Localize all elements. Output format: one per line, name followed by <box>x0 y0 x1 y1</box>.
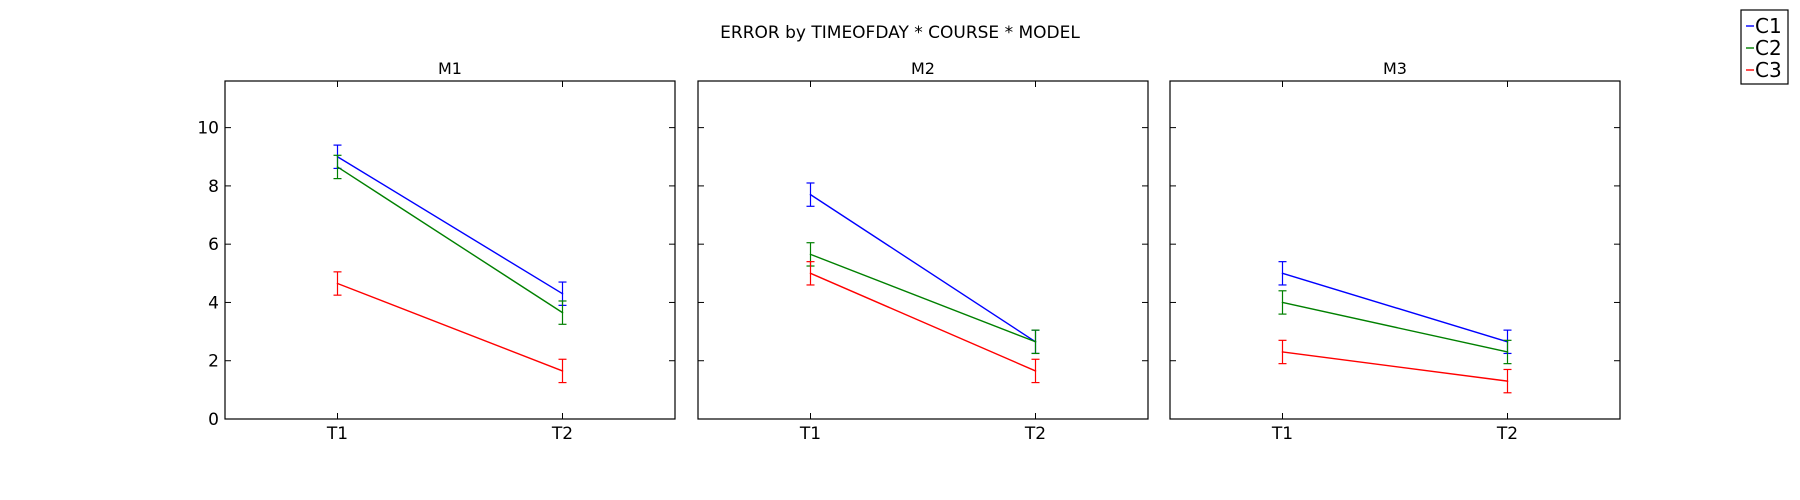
y-tick-label: 8 <box>208 177 219 197</box>
data-point <box>1034 340 1037 343</box>
legend-label-c3: C3 <box>1755 58 1782 82</box>
data-point <box>809 193 812 196</box>
series-line-c3 <box>810 272 1036 372</box>
data-point <box>809 253 812 256</box>
series-line-c2 <box>810 253 1036 343</box>
data-point <box>1506 351 1509 353</box>
x-tick-label: T1 <box>1271 424 1293 444</box>
x-tick-label: T2 <box>1024 424 1046 444</box>
data-point <box>336 282 339 285</box>
plot-frame <box>224 80 676 420</box>
panel-m1: M1 0 2 4 6 8 10 T1 T2 <box>197 59 676 444</box>
x-tick-label: T2 <box>1496 424 1518 444</box>
data-point <box>1506 380 1509 382</box>
data-point <box>1281 301 1284 304</box>
data-point <box>336 166 339 168</box>
panel-m2: M2 T1 T2 <box>697 59 1149 444</box>
y-tick-label: 6 <box>208 235 219 255</box>
series-line-c2 <box>337 166 563 314</box>
data-point <box>561 292 564 295</box>
series-line-c1 <box>1282 272 1508 343</box>
panels: M1 0 2 4 6 8 10 T1 T2 M2 T1 T2 M3 T1 T2 <box>197 59 1621 444</box>
series-line-c3 <box>337 282 563 372</box>
data-point <box>809 272 812 275</box>
data-point <box>561 370 564 372</box>
x-tick-label: T1 <box>799 424 821 444</box>
series-line-c1 <box>337 156 563 295</box>
series-line-c3 <box>1282 351 1508 382</box>
y-tick-label: 4 <box>208 293 219 313</box>
series-line-c1 <box>810 194 1036 343</box>
panel-title: M3 <box>1383 59 1407 78</box>
y-tick-label: 10 <box>197 119 219 139</box>
x-tick-label: T2 <box>551 424 573 444</box>
panel-title: M2 <box>911 59 935 78</box>
data-point <box>1034 370 1037 372</box>
y-tick-label: 0 <box>208 410 219 430</box>
figure-title: ERROR by TIMEOFDAY * COURSE * MODEL <box>720 23 1080 43</box>
plot-frame <box>1169 80 1621 420</box>
legend-box <box>1740 9 1789 85</box>
panel-m3: M3 T1 T2 <box>1169 59 1621 444</box>
plot-frame <box>697 80 1149 420</box>
data-point <box>1281 351 1284 353</box>
panel-title: M1 <box>438 59 462 78</box>
x-tick-label: T1 <box>326 424 348 444</box>
legend-label-c2: C2 <box>1755 36 1782 60</box>
y-tick-label: 2 <box>208 352 219 372</box>
series-line-c2 <box>1282 301 1508 353</box>
data-point <box>1281 272 1284 275</box>
legend-label-c1: C1 <box>1755 14 1782 38</box>
data-point <box>561 311 564 314</box>
